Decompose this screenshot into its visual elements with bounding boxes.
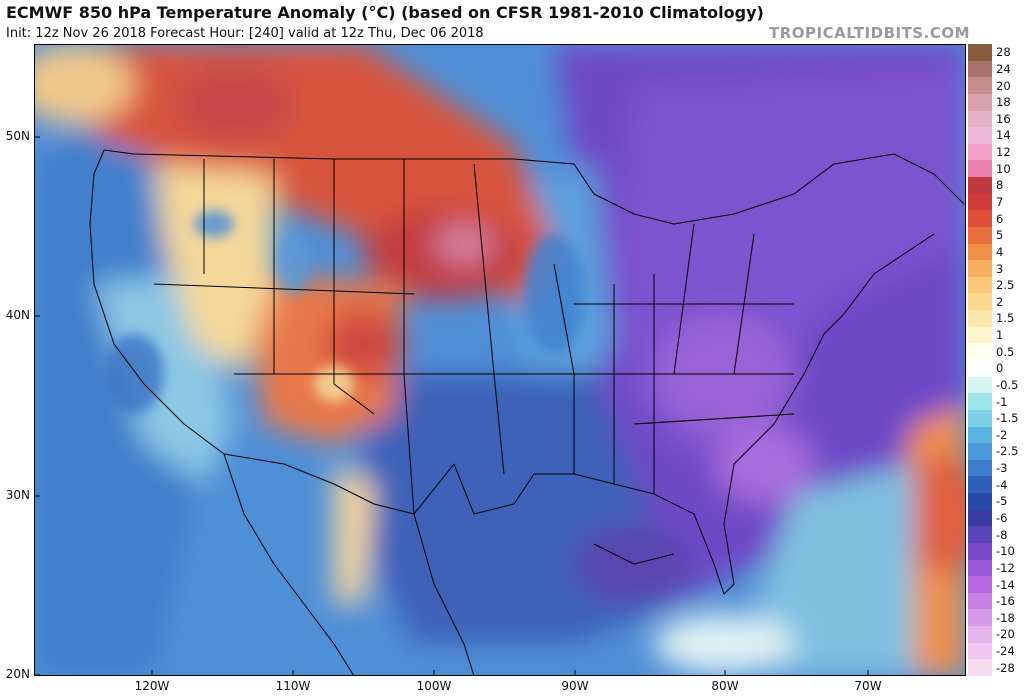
colorbar-segment bbox=[968, 542, 992, 560]
lon-label-100w: 100W bbox=[416, 679, 452, 693]
map-title: ECMWF 850 hPa Temperature Anomaly (°C) (… bbox=[6, 3, 764, 22]
colorbar-segment bbox=[968, 343, 992, 361]
colorbar-label: 3 bbox=[996, 261, 1004, 276]
colorbar-segment bbox=[968, 626, 992, 644]
colorbar-label: 10 bbox=[996, 161, 1011, 176]
colorbar-label: 24 bbox=[996, 61, 1011, 76]
temperature-anomaly-map bbox=[34, 44, 966, 676]
colorbar-label: -2 bbox=[996, 427, 1008, 442]
colorbar-segment bbox=[968, 426, 992, 444]
colorbar-segment bbox=[968, 77, 992, 95]
lat-label-40n: 40N bbox=[5, 308, 30, 322]
colorbar-segment bbox=[968, 376, 992, 394]
colorbar-segment bbox=[968, 360, 992, 377]
colorbar-label: -1.5 bbox=[996, 411, 1019, 426]
colorbar-segment bbox=[968, 509, 992, 527]
colorbar-segment bbox=[968, 459, 992, 477]
colorbar-segment bbox=[968, 226, 992, 244]
colorbar bbox=[968, 44, 992, 677]
colorbar-segment bbox=[968, 609, 992, 627]
colorbar-label: 18 bbox=[996, 95, 1011, 110]
colorbar-label: 1 bbox=[996, 328, 1004, 343]
colorbar-segment bbox=[968, 93, 992, 111]
lat-label-20n: 20N bbox=[5, 667, 30, 681]
colorbar-label: 12 bbox=[996, 145, 1011, 160]
colorbar-label: 7 bbox=[996, 195, 1004, 209]
colorbar-segment bbox=[968, 193, 992, 211]
colorbar-label: 20 bbox=[996, 78, 1011, 93]
colorbar-segment bbox=[968, 559, 992, 577]
colorbar-label: -2.5 bbox=[996, 444, 1019, 459]
colorbar-segment bbox=[968, 476, 992, 494]
colorbar-label: -1 bbox=[996, 394, 1008, 409]
colorbar-label: 0 bbox=[996, 361, 1004, 376]
colorbar-segment bbox=[968, 326, 992, 344]
colorbar-segment bbox=[968, 409, 992, 427]
colorbar-segment bbox=[968, 293, 992, 311]
colorbar-segment bbox=[968, 393, 992, 411]
colorbar-label: -16 bbox=[996, 594, 1015, 609]
colorbar-segment bbox=[968, 260, 992, 278]
colorbar-label: -0.5 bbox=[996, 377, 1019, 392]
colorbar-label: 8 bbox=[996, 178, 1004, 193]
colorbar-label: 0.5 bbox=[996, 344, 1015, 359]
lon-label-120w: 120W bbox=[134, 679, 170, 693]
colorbar-segment bbox=[968, 642, 992, 660]
lon-label-70w: 70W bbox=[854, 679, 882, 693]
colorbar-segment bbox=[968, 243, 992, 261]
colorbar-label: -10 bbox=[996, 544, 1015, 559]
colorbar-segment bbox=[968, 110, 992, 128]
colorbar-segment bbox=[968, 177, 992, 195]
site-watermark: TROPICALTIDBITS.COM bbox=[769, 24, 970, 42]
colorbar-label: 16 bbox=[996, 111, 1011, 126]
colorbar-label: 6 bbox=[996, 211, 1004, 226]
lat-label-50n: 50N bbox=[5, 129, 30, 143]
colorbar-segment bbox=[968, 443, 992, 461]
colorbar-label: -3 bbox=[996, 461, 1008, 476]
lon-label-80w: 80W bbox=[711, 679, 739, 693]
forecast-info: Init: 12z Nov 26 2018 Forecast Hour: [24… bbox=[6, 26, 484, 41]
colorbar-label: -20 bbox=[996, 627, 1015, 642]
colorbar-segment bbox=[968, 276, 992, 294]
colorbar-segment bbox=[968, 60, 992, 78]
lon-label-110w: 110W bbox=[275, 679, 311, 693]
colorbar-label: 2.5 bbox=[996, 278, 1015, 293]
colorbar-segment bbox=[968, 526, 992, 544]
colorbar-segment bbox=[968, 576, 992, 594]
colorbar-segment bbox=[968, 44, 992, 61]
colorbar-label: -28 bbox=[996, 660, 1015, 675]
colorbar-segment bbox=[968, 659, 992, 677]
colorbar-label: -24 bbox=[996, 644, 1015, 659]
colorbar-segment bbox=[968, 310, 992, 328]
colorbar-label: -6 bbox=[996, 511, 1008, 525]
colorbar-segment bbox=[968, 160, 992, 178]
colorbar-label: 4 bbox=[996, 244, 1004, 259]
colorbar-segment bbox=[968, 493, 992, 511]
colorbar-label: 2 bbox=[996, 294, 1004, 309]
colorbar-label: 14 bbox=[996, 128, 1011, 143]
colorbar-segment bbox=[968, 127, 992, 145]
colorbar-label: 28 bbox=[996, 45, 1011, 60]
colorbar-label: -12 bbox=[996, 560, 1015, 575]
colorbar-label: -5 bbox=[996, 494, 1008, 509]
colorbar-segment bbox=[968, 592, 992, 610]
lat-label-30n: 30N bbox=[5, 488, 30, 502]
colorbar-label: -4 bbox=[996, 477, 1008, 492]
colorbar-label: -18 bbox=[996, 610, 1015, 625]
colorbar-segment bbox=[968, 143, 992, 161]
colorbar-label: -14 bbox=[996, 577, 1015, 592]
lon-label-90w: 90W bbox=[561, 679, 589, 693]
colorbar-label: 1.5 bbox=[996, 311, 1015, 326]
colorbar-label: -8 bbox=[996, 527, 1008, 542]
colorbar-label: 5 bbox=[996, 228, 1004, 243]
colorbar-segment bbox=[968, 210, 992, 228]
